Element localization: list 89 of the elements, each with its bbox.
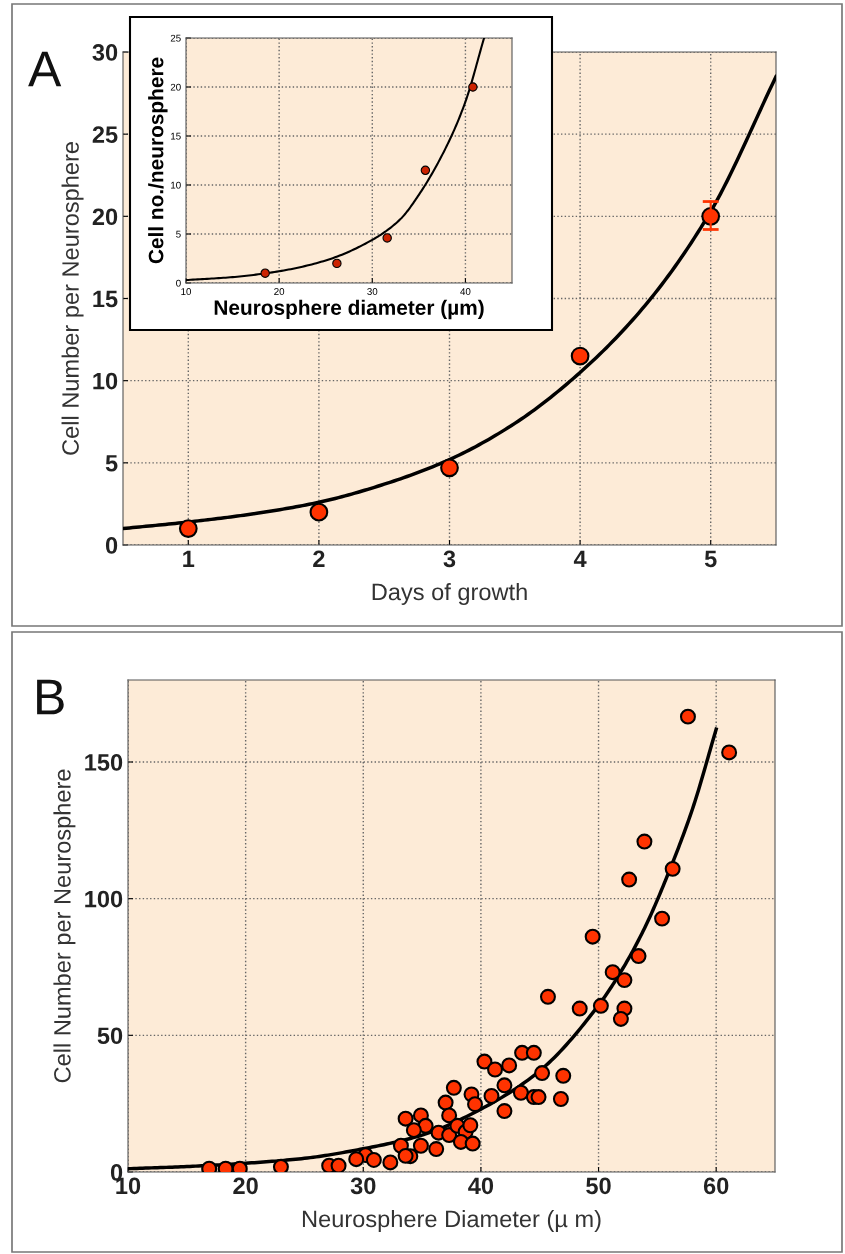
y-axis-title: Cell Number per Neurosphere xyxy=(53,769,76,1083)
x-tick-label: 2 xyxy=(313,550,325,567)
x-tick-label: 4 xyxy=(573,550,587,567)
point xyxy=(534,1065,551,1082)
y-tick-label: 100 xyxy=(85,890,123,908)
point xyxy=(440,458,459,478)
x-axis-title: Neurosphere diameter (µm) xyxy=(214,299,484,320)
y-axis-title: Cell Number per Neurosphere xyxy=(61,142,84,455)
y-axis-title: Cell no./neurosphere xyxy=(148,57,168,264)
point xyxy=(445,1079,462,1096)
point xyxy=(630,948,647,965)
point xyxy=(437,1094,454,1111)
point xyxy=(309,502,329,522)
point xyxy=(348,1151,365,1168)
point xyxy=(464,1135,481,1152)
point xyxy=(462,1117,479,1134)
point xyxy=(616,972,633,989)
point xyxy=(570,346,590,366)
y-tick-label: 25 xyxy=(92,126,118,143)
point xyxy=(525,1044,542,1061)
y-tick-label: 15 xyxy=(171,132,181,140)
point xyxy=(555,1067,572,1084)
x-tick-label: 10 xyxy=(181,288,192,295)
x-tick-label: 3 xyxy=(443,550,456,568)
x-tick-label: 40 xyxy=(460,288,471,295)
point xyxy=(397,1110,414,1127)
point xyxy=(664,860,681,877)
point xyxy=(467,1096,484,1113)
point xyxy=(496,1077,513,1094)
point xyxy=(552,1091,569,1107)
point xyxy=(636,833,653,850)
point xyxy=(382,233,392,243)
x-tick-label: 50 xyxy=(586,1177,611,1195)
point xyxy=(365,1151,382,1168)
point xyxy=(721,744,738,761)
x-tick-label: 30 xyxy=(350,1177,376,1195)
point xyxy=(178,519,198,538)
point xyxy=(621,871,638,888)
point xyxy=(501,1057,518,1074)
y-tick-label: 30 xyxy=(92,44,118,61)
point xyxy=(420,165,431,176)
point xyxy=(272,1158,289,1172)
y-tick-label: 20 xyxy=(92,208,118,226)
point xyxy=(397,1147,414,1164)
x-axis-title: Neurosphere Diameter (µ m) xyxy=(302,1209,601,1232)
y-tick-label: 20 xyxy=(170,83,181,91)
point xyxy=(512,1084,529,1101)
point xyxy=(571,1000,588,1017)
y-tick-label: 50 xyxy=(97,1027,123,1045)
y-tick-label: 25 xyxy=(170,34,181,42)
x-tick-label: 60 xyxy=(703,1177,729,1195)
y-tick-label: 15 xyxy=(93,290,118,308)
point xyxy=(604,964,621,981)
text: B xyxy=(37,679,64,715)
y-tick-label: 5 xyxy=(176,230,181,238)
point xyxy=(405,1122,422,1139)
point xyxy=(612,1010,629,1027)
point xyxy=(428,1141,445,1158)
y-tick-label: 150 xyxy=(85,754,123,771)
point xyxy=(679,708,696,725)
y-tick-label: 0 xyxy=(105,537,118,554)
point xyxy=(530,1089,547,1106)
point xyxy=(441,1107,458,1124)
point xyxy=(260,268,270,278)
y-tick-label: 0 xyxy=(176,279,181,287)
y-tick-label: 10 xyxy=(171,181,181,189)
point xyxy=(412,1137,429,1154)
point xyxy=(539,988,556,1005)
y-tick-label: 5 xyxy=(105,455,118,472)
point xyxy=(382,1154,399,1171)
point xyxy=(468,82,478,92)
point xyxy=(654,910,671,927)
x-tick-label: 30 xyxy=(367,288,378,295)
x-tick-label: 20 xyxy=(274,288,285,295)
point xyxy=(332,258,342,269)
x-tick-label: 40 xyxy=(468,1177,494,1195)
point xyxy=(584,928,601,945)
point xyxy=(330,1157,347,1172)
point xyxy=(487,1061,504,1078)
x-axis-title: Days of growth xyxy=(372,582,527,605)
x-tick-label: 20 xyxy=(233,1177,258,1195)
point xyxy=(592,997,609,1014)
x-tick-label: 5 xyxy=(704,550,717,568)
point xyxy=(483,1088,500,1104)
point xyxy=(496,1103,513,1120)
point xyxy=(476,1053,493,1070)
text: A xyxy=(28,51,62,87)
x-tick-label: 1 xyxy=(183,550,195,567)
y-tick-label: 10 xyxy=(93,372,118,390)
